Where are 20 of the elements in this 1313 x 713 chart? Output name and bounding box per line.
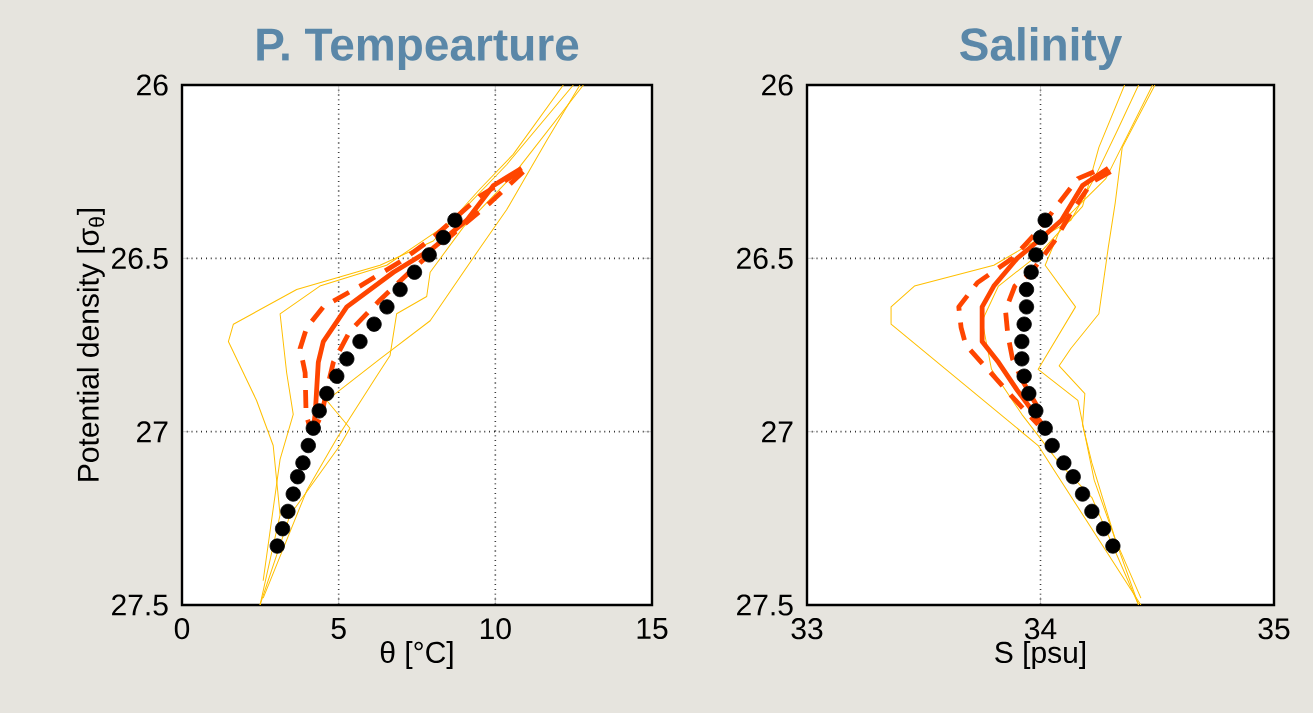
x-tick-label: 35 <box>1258 618 1290 640</box>
y-axis-title: Potential density [σ$_{θ}$] <box>76 209 105 481</box>
y-tick-label: 26.5 <box>112 247 168 269</box>
x-tick-label: 0 <box>174 618 190 640</box>
x-tick-label: 34 <box>1024 618 1057 640</box>
x-tick-label: 33 <box>791 618 823 640</box>
x-axis-title: S [psu] <box>995 641 1086 669</box>
chart-title: P. Tempearture <box>257 28 579 70</box>
x-tick-label: 10 <box>480 618 511 640</box>
x-tick-label: 15 <box>637 618 668 639</box>
y-tick-label: 27 <box>762 421 793 443</box>
x-axis-title: θ [°C] <box>380 641 453 669</box>
y-tick-label: 27.5 <box>112 594 168 616</box>
y-tick-label: 27 <box>137 421 168 443</box>
x-tick-label: 5 <box>331 618 346 639</box>
y-tick-label: 26 <box>137 74 168 96</box>
y-tick-label: 26.5 <box>737 247 793 269</box>
y-tick-label: 27.5 <box>737 594 793 616</box>
chart-title: Salinity <box>960 27 1123 70</box>
y-tick-label: 26 <box>762 74 793 96</box>
